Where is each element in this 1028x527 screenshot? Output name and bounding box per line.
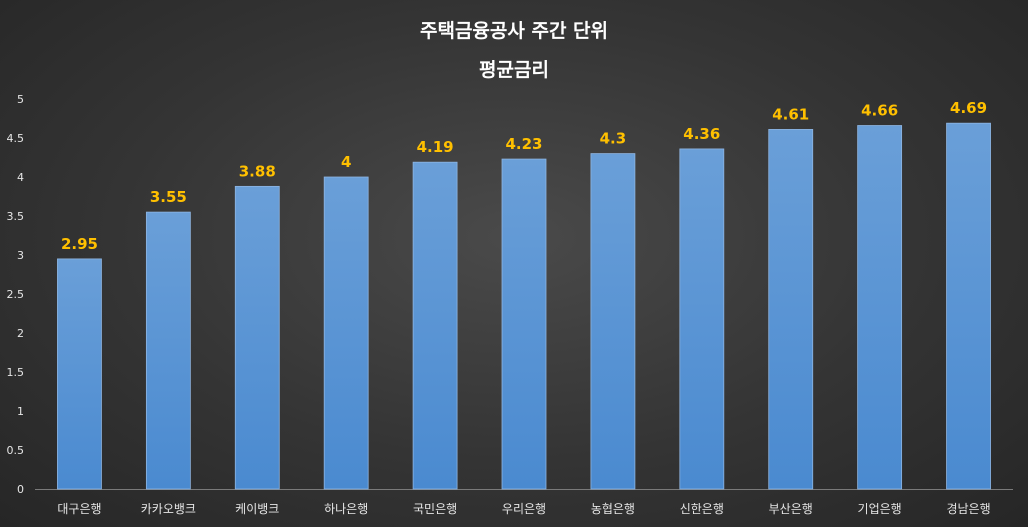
bar-value-label: 4.23 bbox=[505, 135, 542, 153]
bar-value-label: 4.69 bbox=[950, 99, 987, 117]
x-tick-label: 부산은행 bbox=[769, 501, 813, 516]
bar bbox=[234, 185, 280, 490]
chart-title-line-1: 주택금융공사 주간 단위 bbox=[419, 20, 609, 42]
bar-value-label: 4.36 bbox=[683, 125, 720, 143]
y-tick-label: 3.5 bbox=[7, 210, 25, 223]
chart-title-line-2: 평균금리 bbox=[479, 59, 549, 81]
x-tick-label: 하나은행 bbox=[324, 501, 368, 516]
y-tick-label: 5 bbox=[17, 93, 24, 106]
bar-value-label: 4 bbox=[341, 153, 351, 171]
bar-value-label: 2.95 bbox=[61, 235, 98, 253]
bar-value-label: 4.19 bbox=[417, 138, 454, 156]
bar bbox=[323, 176, 369, 490]
y-tick-label: 2 bbox=[17, 327, 24, 340]
x-tick-label: 케이뱅크 bbox=[235, 502, 279, 516]
x-tick-label: 신한은행 bbox=[680, 501, 724, 516]
x-tick-label: 카카오뱅크 bbox=[141, 502, 196, 516]
y-tick-label: 0 bbox=[17, 483, 24, 496]
bar bbox=[679, 148, 725, 490]
bar bbox=[412, 161, 458, 490]
x-tick-label: 국민은행 bbox=[413, 501, 457, 516]
y-tick-label: 4.5 bbox=[7, 132, 25, 145]
bar bbox=[590, 153, 636, 490]
bar-value-label: 4.61 bbox=[772, 105, 809, 123]
y-tick-label: 0.5 bbox=[7, 444, 25, 457]
bar-value-label: 3.55 bbox=[150, 188, 187, 206]
bar-value-label: 3.88 bbox=[239, 162, 276, 180]
x-tick-label: 기업은행 bbox=[858, 501, 902, 516]
y-tick-label: 3 bbox=[17, 249, 24, 262]
y-tick-label: 2.5 bbox=[7, 288, 25, 301]
x-tick-label: 경남은행 bbox=[946, 501, 990, 516]
bar bbox=[57, 258, 102, 490]
bar-value-label: 4.3 bbox=[600, 130, 627, 148]
bar-value-label: 4.66 bbox=[861, 102, 898, 120]
y-tick-label: 1 bbox=[17, 405, 24, 418]
bar bbox=[501, 158, 547, 490]
x-tick-label: 우리은행 bbox=[502, 501, 546, 516]
x-tick-label: 농협은행 bbox=[591, 501, 635, 516]
bar bbox=[145, 211, 191, 490]
x-tick-label: 대구은행 bbox=[57, 501, 101, 516]
bar bbox=[857, 125, 903, 490]
y-tick-label: 1.5 bbox=[7, 366, 25, 379]
bar bbox=[946, 122, 991, 490]
bar bbox=[768, 129, 814, 490]
y-tick-label: 4 bbox=[17, 171, 24, 184]
